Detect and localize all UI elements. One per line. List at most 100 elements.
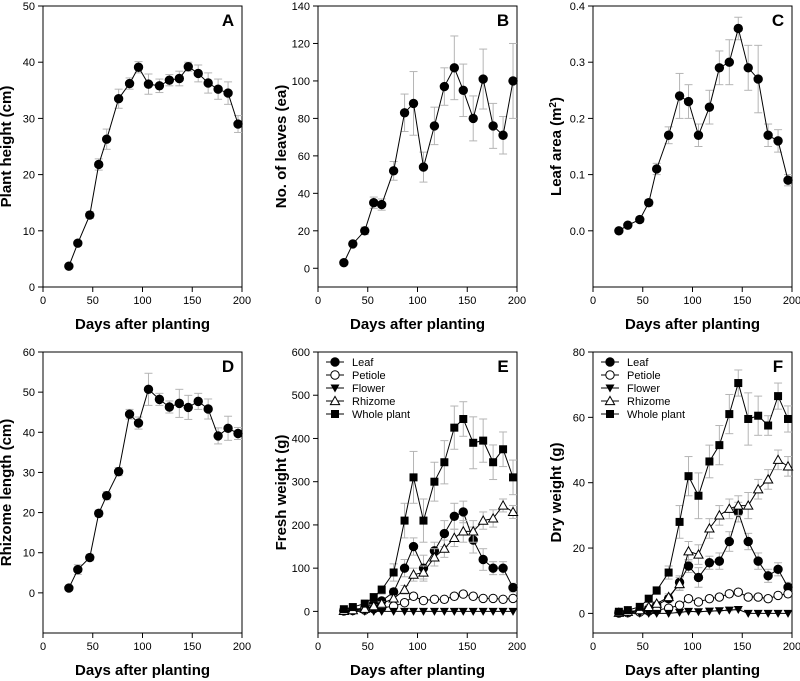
y-tick-label: 40 (23, 427, 35, 439)
x-axis-label: Days after planting (625, 316, 760, 333)
data-point (94, 159, 104, 170)
y-tick-label: 50 (23, 1, 35, 13)
y-tick-label: 100 (292, 563, 310, 575)
legend-label: Rhizome (352, 396, 395, 408)
data-point (400, 607, 410, 616)
data-point (477, 514, 489, 525)
legend-marker (330, 384, 340, 393)
data-point (734, 379, 743, 388)
data-point (449, 511, 460, 521)
chart-panel-f: 0 50 100 150 200 0 20 40 60 80 Days after planting… (548, 347, 800, 679)
panel-label: D (222, 357, 234, 376)
data-point (763, 130, 773, 140)
series-flower (614, 605, 793, 618)
data-point (233, 119, 243, 129)
y-tick-label: 200 (292, 520, 310, 532)
data-point (664, 568, 673, 577)
data-point (783, 609, 793, 618)
legend-label: Petiole (352, 370, 386, 382)
y-tick-label: 0.4 (570, 1, 585, 13)
series-line (343, 66, 514, 263)
data-point (193, 396, 203, 407)
data-point (419, 516, 428, 525)
data-point (773, 590, 783, 601)
data-point (458, 589, 468, 599)
data-point (339, 257, 349, 268)
data-point (644, 609, 654, 618)
plot-frame (592, 5, 793, 288)
x-tick-label: 150 (458, 295, 476, 307)
data-point (724, 536, 735, 547)
data-point (664, 609, 674, 618)
data-point (683, 96, 694, 107)
data-point (183, 402, 193, 413)
data-point (693, 597, 704, 607)
data-point (674, 91, 685, 101)
data-point (101, 491, 112, 501)
plot-frame (42, 351, 243, 634)
x-tick-label: 200 (508, 295, 526, 307)
data-point (478, 74, 488, 84)
data-point (499, 445, 508, 454)
data-point (64, 261, 74, 271)
y-tick-label: 600 (292, 347, 310, 359)
y-tick-label: 100 (292, 76, 310, 88)
x-axis-label: Days after planting (625, 662, 760, 679)
x-tick-label: 100 (133, 641, 151, 653)
data-point (154, 81, 165, 91)
data-point (458, 607, 468, 616)
data-point (683, 545, 694, 556)
data-point (457, 525, 469, 536)
y-tick-label: 0 (304, 606, 310, 618)
x-tick-label: 0 (315, 641, 321, 653)
data-point (449, 607, 459, 616)
legend-marker (605, 384, 615, 393)
data-point (784, 414, 793, 423)
data-point (497, 499, 509, 510)
x-tick-label: 200 (508, 641, 526, 653)
data-point (203, 404, 213, 414)
data-point (743, 63, 753, 73)
legend-label: Leaf (627, 357, 649, 369)
data-point (213, 431, 223, 441)
x-tick-label: 200 (233, 641, 251, 653)
data-point (753, 592, 763, 602)
data-point (399, 108, 410, 118)
data-point (489, 458, 498, 467)
data-point (509, 473, 518, 482)
data-point (704, 558, 715, 568)
data-point (635, 602, 644, 611)
data-point (430, 477, 439, 486)
data-point (752, 483, 764, 494)
y-tick-label: 60 (573, 412, 585, 424)
data-point (439, 528, 450, 539)
data-point (64, 583, 74, 593)
data-point (408, 541, 419, 552)
data-point (714, 592, 725, 602)
data-point (174, 398, 185, 409)
data-point (693, 608, 703, 617)
data-point (674, 600, 685, 610)
series-rhizome (338, 498, 519, 616)
data-point (743, 592, 753, 602)
data-point (763, 571, 773, 581)
panel-label: C (772, 11, 784, 30)
data-point (704, 102, 715, 112)
data-point (652, 609, 662, 618)
data-point (85, 210, 95, 220)
data-point (183, 61, 193, 72)
y-tick-label: 500 (292, 390, 310, 402)
legend-marker (331, 410, 339, 418)
legend-marker (604, 395, 616, 406)
legend-marker (606, 410, 614, 418)
data-point (498, 594, 508, 604)
data-point (693, 548, 704, 559)
data-point (418, 607, 428, 616)
legend-label: Flower (352, 383, 385, 395)
plot-frame (317, 5, 518, 288)
data-point (408, 591, 419, 601)
data-point (635, 214, 645, 225)
data-point (623, 606, 632, 615)
